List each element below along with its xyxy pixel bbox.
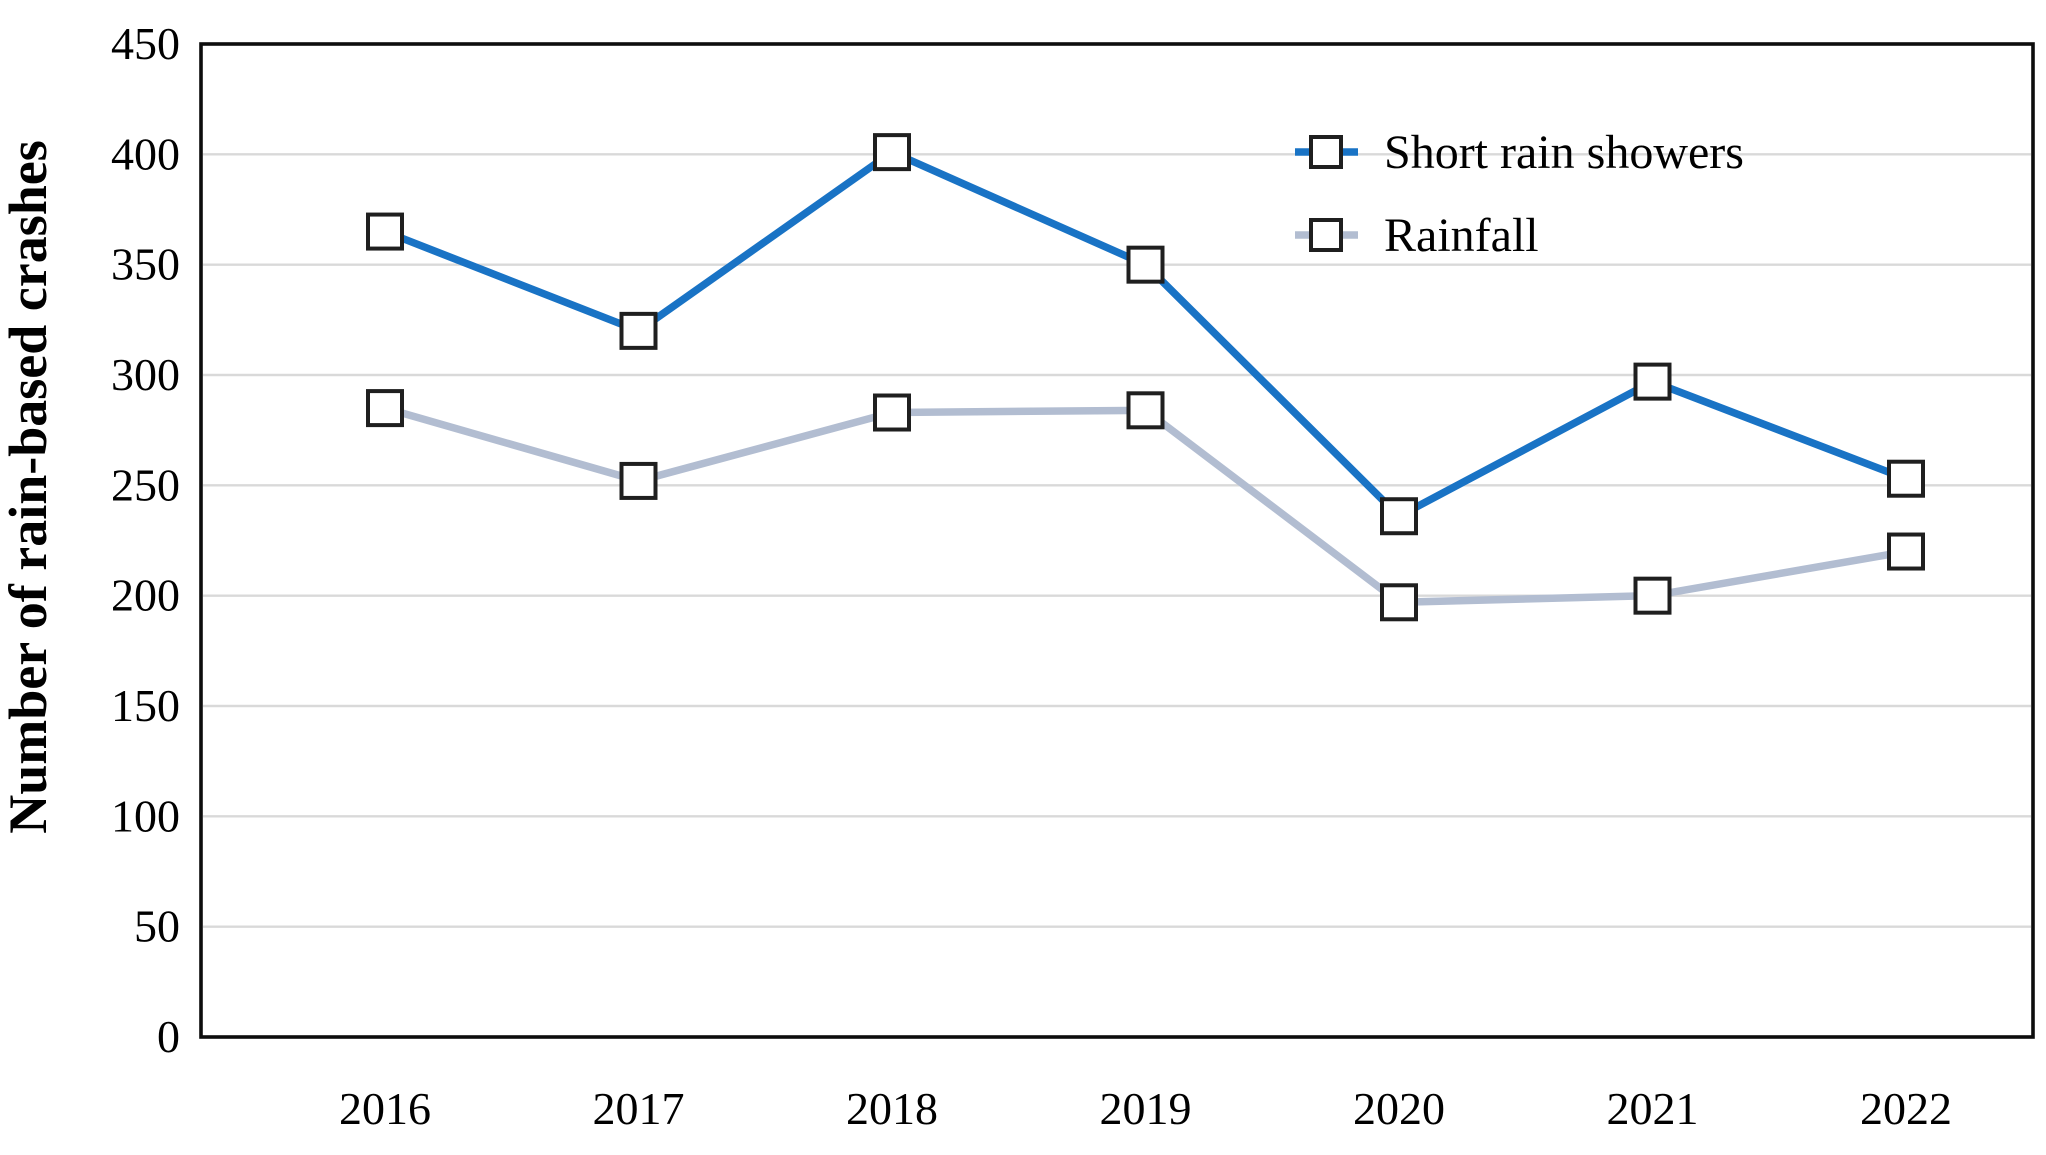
y-tick-label: 350 (111, 239, 180, 290)
data-point-marker-2016-rainfall (366, 389, 404, 428)
data-point-marker-2020-rainfall (1380, 583, 1418, 622)
data-point-marker-2018-short-rain-showers (873, 133, 911, 172)
plot-border (199, 42, 2035, 1039)
y-tick-label: 300 (111, 349, 180, 400)
legend-label: Short rain showers (1384, 126, 1744, 179)
x-tick-label: 2017 (593, 1083, 685, 1134)
data-point-marker-2021-rainfall (1633, 576, 1672, 615)
data-point-marker-2022-short-rain-showers (1887, 459, 1925, 498)
legend-marker (1309, 135, 1343, 169)
data-point-marker-2019-rainfall (1126, 391, 1165, 430)
x-tick-label: 2016 (339, 1083, 431, 1134)
legend-item-short-rain-showers: Short rain showers (1295, 126, 1744, 179)
legend-label: Rainfall (1384, 209, 1539, 262)
legend-marker (1309, 218, 1343, 252)
data-point-marker-2017-rainfall (619, 461, 658, 500)
x-tick-label: 2019 (1100, 1083, 1192, 1134)
x-tick-label: 2021 (1607, 1083, 1699, 1134)
legend: Short rain showers Rainfall (1295, 126, 1744, 262)
data-point-marker-2020-short-rain-showers (1380, 497, 1418, 536)
legend-item-rainfall: Rainfall (1295, 209, 1539, 262)
x-tick-label: 2018 (846, 1083, 938, 1134)
x-tick-label: 2022 (1860, 1083, 1952, 1134)
y-tick-label: 200 (111, 570, 180, 621)
data-point-marker-2018-rainfall (873, 393, 911, 432)
data-point-marker-2021-short-rain-showers (1633, 362, 1672, 401)
series-line-rainfall (383, 404, 1907, 607)
data-point-marker-2016-short-rain-showers (366, 212, 404, 251)
y-tick-label: 250 (111, 459, 180, 510)
y-tick-label: 50 (134, 901, 180, 952)
series-line-short-rain-showers (383, 147, 1908, 521)
y-tick-label: 450 (111, 18, 180, 69)
x-tick-label: 2020 (1353, 1083, 1445, 1134)
data-point-marker-2022-rainfall (1887, 532, 1925, 571)
y-tick-label: 400 (111, 128, 180, 179)
data-point-marker-2017-short-rain-showers (619, 311, 658, 350)
y-tick-label: 150 (111, 680, 180, 731)
y-tick-label: 100 (111, 790, 180, 841)
y-axis-title: Number of rain-based crashes (0, 140, 58, 833)
y-tick-label: 0 (157, 1011, 180, 1062)
data-point-marker-2019-short-rain-showers (1126, 245, 1165, 284)
